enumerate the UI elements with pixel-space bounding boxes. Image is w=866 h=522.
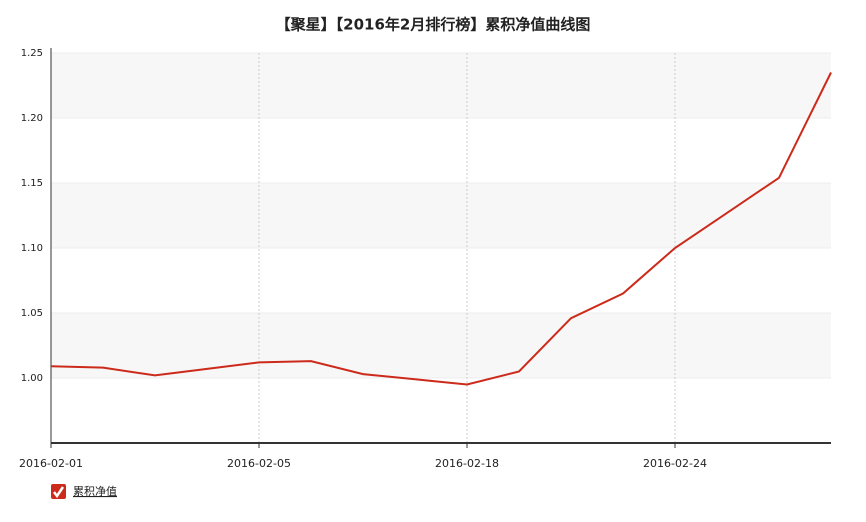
grid-band xyxy=(51,53,831,118)
legend-label: 累积净值 xyxy=(73,484,117,498)
x-tick-label: 2016-02-01 xyxy=(19,457,83,470)
grid-band xyxy=(51,183,831,248)
x-tick-label: 2016-02-18 xyxy=(435,457,499,470)
grid-band xyxy=(51,313,831,378)
y-tick-label: 1.25 xyxy=(21,48,43,59)
y-tick-label: 1.00 xyxy=(21,373,43,384)
data-line xyxy=(50,72,832,386)
chart-title: 【聚星】【2016年2月排行榜】累积净值曲线图 xyxy=(276,16,591,34)
y-tick-label: 1.10 xyxy=(21,243,43,254)
x-tick-label: 2016-02-24 xyxy=(643,457,707,470)
x-tick-label: 2016-02-05 xyxy=(227,457,291,470)
y-tick-label: 1.15 xyxy=(21,178,43,189)
y-tick-label: 1.05 xyxy=(21,308,43,319)
legend-check xyxy=(53,486,65,499)
y-tick-label: 1.20 xyxy=(21,113,43,124)
legend-item[interactable]: 累积净值 xyxy=(51,484,117,499)
